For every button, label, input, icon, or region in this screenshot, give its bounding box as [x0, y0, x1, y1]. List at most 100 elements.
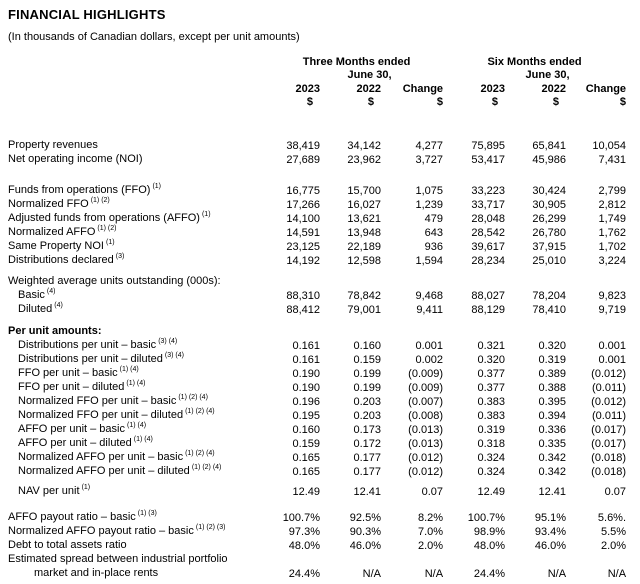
- value-cell: (0.013): [408, 424, 444, 436]
- footnote-reference: (1) (4): [119, 366, 139, 374]
- group-title-six-months: Six Months ended: [487, 56, 582, 68]
- value-cell: 0.161: [292, 340, 320, 352]
- value-cell: 33,223: [471, 185, 506, 197]
- col-header-change-3m: Change: [402, 83, 444, 95]
- value-cell: 0.377: [477, 382, 506, 394]
- value-cell: 88,129: [471, 304, 506, 316]
- col-header-2023-6m: 2023: [480, 83, 506, 95]
- value-cell: 0.196: [292, 396, 320, 408]
- row-label: Net operating income (NOI): [8, 153, 143, 165]
- table-row: Normalized AFFO per unit – diluted (1) (2…: [8, 464, 626, 478]
- value-cell: 0.388: [538, 382, 567, 394]
- spacer-cell: [8, 166, 626, 183]
- value-cell: 45,986: [532, 154, 567, 166]
- value-cell: N/A: [607, 568, 627, 580]
- value-cell: 0.319: [538, 354, 567, 366]
- group-header-row: Three Months ended June 30, Six Months e…: [8, 56, 626, 82]
- table-row: AFFO per unit – basic (1) (4) 0.160 0.173 (0…: [8, 422, 626, 436]
- value-cell: 0.320: [538, 340, 567, 352]
- footnote-reference: (1) (3): [137, 510, 157, 518]
- value-cell: 16,027: [347, 199, 381, 211]
- value-cell: 0.342: [538, 466, 567, 478]
- table-row: Normalized FFO per unit – diluted (1) (2)…: [8, 408, 626, 422]
- value-cell: [270, 274, 320, 288]
- footnote-reference: (1) (2): [90, 197, 110, 205]
- value-cell: 0.199: [353, 368, 381, 380]
- value-cell: 23,125: [286, 241, 320, 253]
- group-title-three-months: Three Months ended: [302, 56, 411, 68]
- row-label: Normalized FFO (1) (2): [8, 197, 110, 210]
- footnote-reference: (4): [46, 288, 56, 296]
- row-label: Weighted average units outstanding (000s…: [8, 275, 221, 287]
- group-date-three-months: June 30,: [347, 69, 392, 81]
- row-label: Debt to total assets ratio: [8, 539, 127, 551]
- value-cell: 0.199: [353, 382, 381, 394]
- value-cell: 24.4%: [288, 568, 320, 580]
- value-cell: 0.195: [292, 410, 320, 422]
- value-cell: 0.383: [477, 410, 506, 422]
- value-cell: 30,905: [532, 199, 567, 211]
- footnote-reference: (1) (2) (3): [195, 524, 226, 532]
- value-cell: [270, 324, 320, 338]
- row-label: FFO per unit – diluted (1) (4): [18, 380, 146, 393]
- value-cell: 28,048: [471, 213, 506, 225]
- table-row: Basic (4) 88,310 78,842 9,468 88,027 78,204 9,8…: [8, 288, 626, 302]
- table-row: NAV per unit (1) 12.49 12.41 0.07 12.49 12.41 0…: [8, 484, 626, 498]
- value-cell: 1,594: [415, 255, 444, 267]
- value-cell: 0.160: [292, 424, 320, 436]
- table-row: Distributions per unit – diluted (3) (4) 0…: [8, 352, 626, 366]
- value-cell: 7,431: [598, 154, 627, 166]
- value-cell: [320, 324, 381, 338]
- value-cell: 7.0%: [417, 526, 444, 538]
- value-cell: 27,689: [286, 154, 320, 166]
- currency-symbol: $: [552, 96, 560, 108]
- table-row: Distributions declared (3) 14,192 12,598 1,5…: [8, 253, 626, 267]
- value-cell: [505, 324, 566, 338]
- table-row: FFO per unit – diluted (1) (4) 0.190 0.199 (…: [8, 380, 626, 394]
- value-cell: 78,410: [532, 304, 567, 316]
- table-row: Same Property NOI (1) 23,125 22,189 936 39,61…: [8, 239, 626, 253]
- value-cell: 88,412: [286, 304, 320, 316]
- corner-cell: [8, 56, 270, 82]
- value-cell: [505, 274, 566, 288]
- value-cell: 0.001: [415, 340, 444, 352]
- value-cell: 0.172: [353, 438, 381, 450]
- value-cell: 0.002: [415, 354, 444, 366]
- footnote-reference: (3): [115, 253, 125, 261]
- footnote-reference: (1): [105, 239, 115, 247]
- value-cell: 2,812: [598, 199, 627, 211]
- spacer-row: [8, 166, 626, 183]
- value-cell: 0.383: [477, 396, 506, 408]
- value-cell: 1,239: [415, 199, 444, 211]
- currency-row: $ $ $ $ $ $: [8, 95, 626, 108]
- currency-symbol: $: [619, 96, 627, 108]
- value-cell: 0.203: [353, 410, 381, 422]
- group-date-six-months: June 30,: [525, 69, 570, 81]
- value-cell: 0.001: [598, 340, 627, 352]
- value-cell: (0.012): [591, 368, 627, 380]
- spacer-cell: [8, 108, 626, 138]
- corner-cell: [8, 82, 270, 95]
- value-cell: 0.324: [477, 452, 506, 464]
- value-cell: 0.321: [477, 340, 506, 352]
- footnote-reference: (4): [54, 302, 63, 310]
- value-cell: 75,895: [471, 140, 506, 152]
- table-row: Distributions per unit – basic (3) (4) 0.1…: [8, 338, 626, 352]
- row-label: Distributions per unit – diluted (3) (4): [18, 352, 184, 365]
- value-cell: 93.4%: [534, 526, 567, 538]
- value-cell: (0.009): [408, 382, 444, 394]
- value-cell: 0.389: [538, 368, 567, 380]
- value-cell: 92.5%: [349, 512, 381, 524]
- financial-highlights-table: Three Months ended June 30, Six Months e…: [8, 56, 626, 580]
- value-cell: 14,192: [286, 255, 320, 267]
- col-header-2022-6m: 2022: [541, 83, 567, 95]
- value-cell: 0.203: [353, 396, 381, 408]
- value-cell: 38,419: [286, 140, 320, 152]
- spacer-row: [8, 316, 626, 324]
- value-cell: 0.161: [292, 354, 320, 366]
- footnote-reference: (1) (4): [127, 422, 147, 430]
- value-cell: 13,621: [347, 213, 381, 225]
- value-cell: [381, 324, 443, 338]
- currency-symbol: $: [436, 96, 444, 108]
